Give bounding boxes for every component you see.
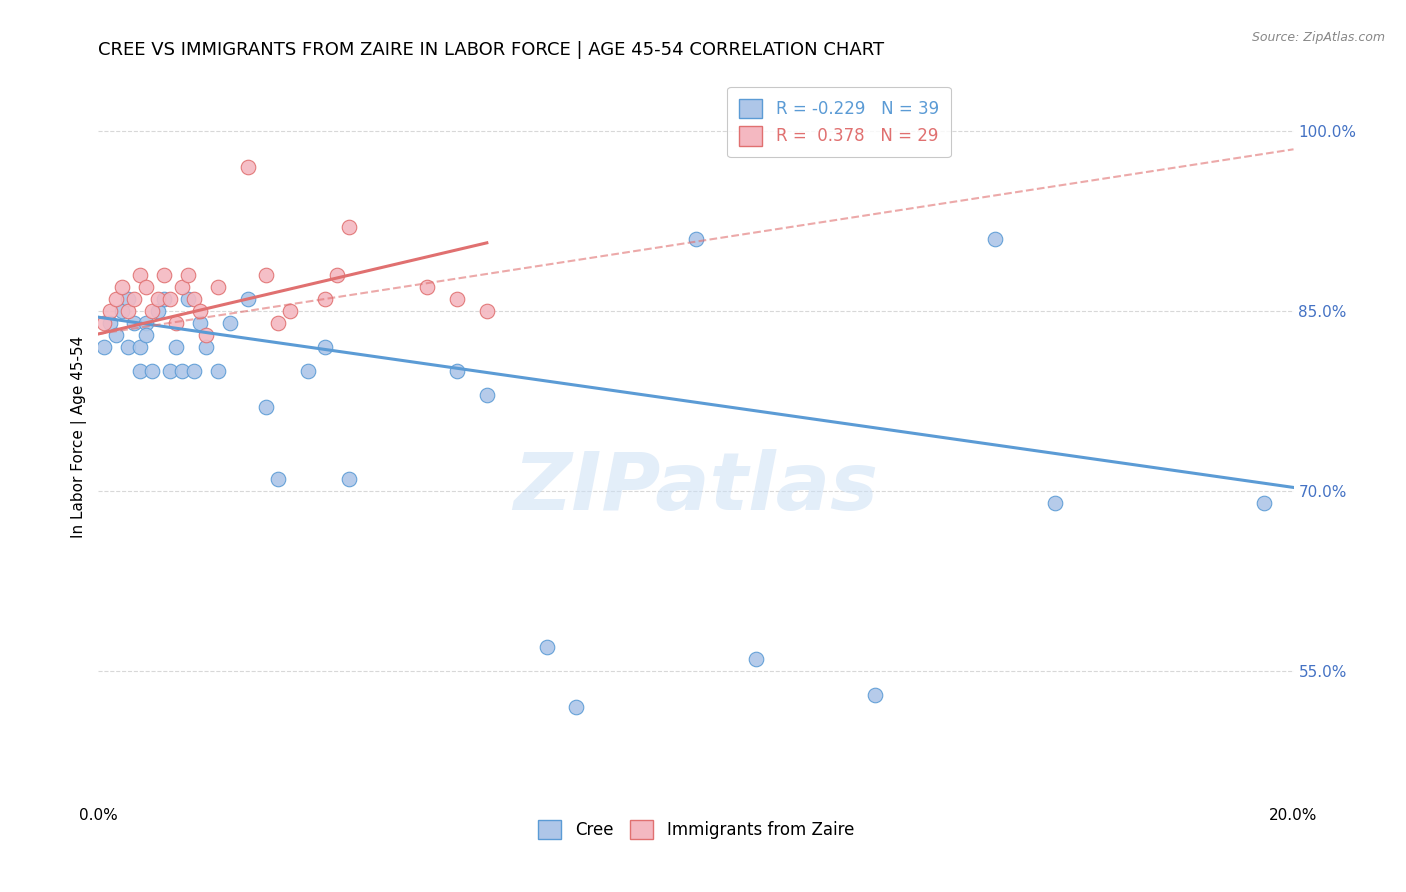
Point <box>105 292 128 306</box>
Point <box>254 400 277 414</box>
Point <box>315 340 337 354</box>
Point <box>278 304 301 318</box>
Point <box>236 161 259 175</box>
Point <box>207 280 229 294</box>
Point <box>172 280 194 294</box>
Point <box>183 292 205 306</box>
Point <box>159 364 181 378</box>
Point <box>117 292 139 306</box>
Point <box>141 304 163 318</box>
Point <box>446 364 468 378</box>
Point <box>172 364 194 378</box>
Point <box>177 292 200 306</box>
Point <box>984 232 1007 246</box>
Point <box>339 220 361 235</box>
Point <box>475 388 498 402</box>
Point <box>685 232 707 246</box>
Legend: Cree, Immigrants from Zaire: Cree, Immigrants from Zaire <box>531 814 860 846</box>
Point <box>111 304 134 318</box>
Point <box>129 268 152 283</box>
Point <box>745 652 768 666</box>
Point <box>416 280 439 294</box>
Point <box>219 316 242 330</box>
Point <box>536 640 558 654</box>
Point <box>339 472 361 486</box>
Text: Source: ZipAtlas.com: Source: ZipAtlas.com <box>1251 31 1385 45</box>
Text: ZIPatlas: ZIPatlas <box>513 450 879 527</box>
Point <box>124 316 146 330</box>
Point <box>93 340 115 354</box>
Point <box>446 292 468 306</box>
Point <box>1253 496 1275 510</box>
Point <box>254 268 277 283</box>
Point <box>148 304 170 318</box>
Point <box>153 292 176 306</box>
Point <box>195 328 218 343</box>
Point <box>124 292 146 306</box>
Point <box>135 316 157 330</box>
Point <box>188 304 211 318</box>
Point <box>188 316 211 330</box>
Point <box>236 292 259 306</box>
Point <box>117 304 139 318</box>
Point <box>207 364 229 378</box>
Point <box>315 292 337 306</box>
Point <box>865 688 887 702</box>
Point <box>1043 496 1066 510</box>
Point <box>165 316 187 330</box>
Point <box>326 268 349 283</box>
Point <box>159 292 181 306</box>
Point <box>195 340 218 354</box>
Point <box>267 472 290 486</box>
Point <box>135 280 157 294</box>
Point <box>183 364 205 378</box>
Point <box>177 268 200 283</box>
Point <box>141 364 163 378</box>
Point <box>129 340 152 354</box>
Y-axis label: In Labor Force | Age 45-54: In Labor Force | Age 45-54 <box>72 336 87 538</box>
Point <box>98 304 122 318</box>
Point <box>93 316 115 330</box>
Point <box>135 328 157 343</box>
Point <box>165 340 187 354</box>
Point <box>129 364 152 378</box>
Point <box>111 280 134 294</box>
Point <box>98 316 122 330</box>
Point <box>267 316 290 330</box>
Point <box>148 292 170 306</box>
Point <box>117 340 139 354</box>
Text: CREE VS IMMIGRANTS FROM ZAIRE IN LABOR FORCE | AGE 45-54 CORRELATION CHART: CREE VS IMMIGRANTS FROM ZAIRE IN LABOR F… <box>98 41 884 59</box>
Point <box>475 304 498 318</box>
Point <box>105 328 128 343</box>
Point <box>565 699 588 714</box>
Point <box>297 364 319 378</box>
Point <box>153 268 176 283</box>
